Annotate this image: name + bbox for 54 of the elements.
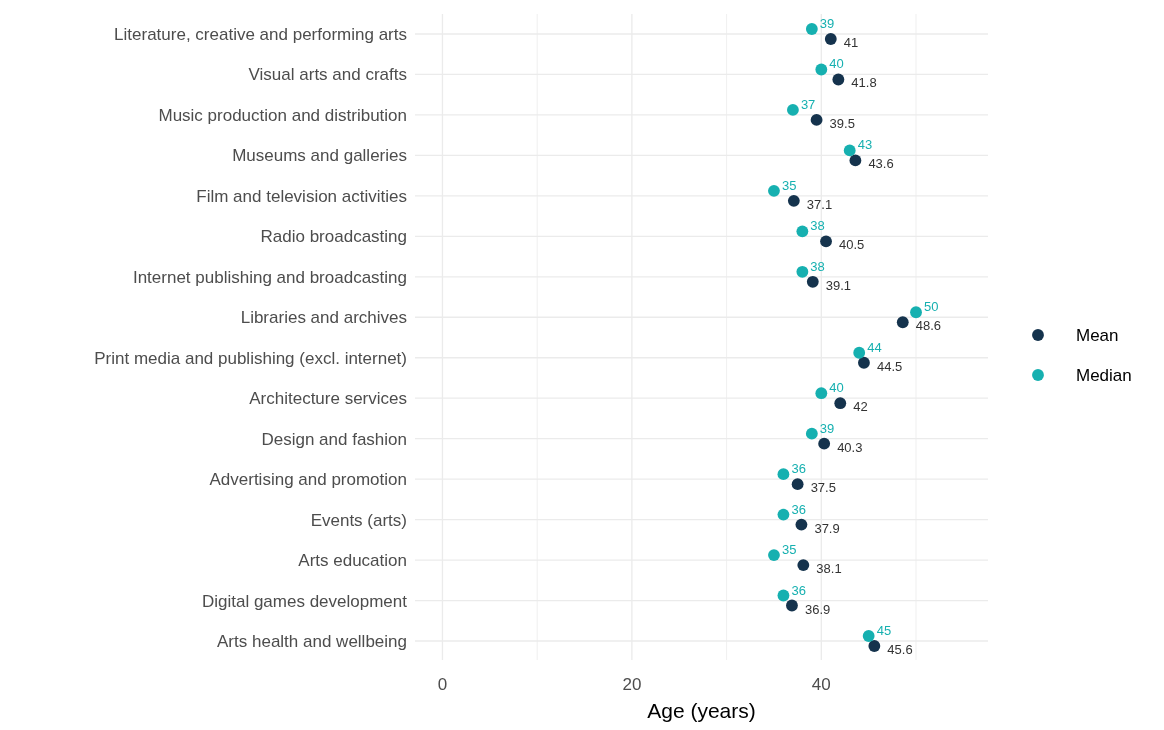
y-tick-label: Literature, creative and performing arts bbox=[114, 25, 407, 44]
data-label: 45 bbox=[876, 623, 892, 638]
data-label: 42 bbox=[853, 399, 868, 415]
y-tick-label: Visual arts and crafts bbox=[248, 65, 407, 85]
y-tick-label: Architecture services bbox=[249, 389, 407, 409]
data-label: 38 bbox=[810, 218, 825, 234]
data-label: 37.1 bbox=[806, 196, 833, 212]
y-tick-label: Events (arts) bbox=[310, 510, 407, 530]
y-tick-label: Museums and galleries bbox=[232, 146, 407, 166]
data-label: 36 bbox=[791, 501, 806, 517]
data-label: 44 bbox=[867, 339, 882, 355]
data-label: 38 bbox=[810, 258, 825, 274]
y-tick-label: Libraries and archives bbox=[240, 308, 407, 328]
data-label: 40 bbox=[829, 380, 844, 396]
y-tick-label: Radio broadcasting bbox=[260, 227, 407, 247]
x-tick-label: 20 bbox=[622, 675, 642, 694]
data-label: 37 bbox=[800, 96, 816, 112]
x-tick-label: 0 bbox=[437, 675, 448, 694]
data-label: 43.6 bbox=[868, 156, 894, 172]
data-label: 39 bbox=[819, 16, 835, 31]
y-tick-label: Print media and publishing (excl. internet) bbox=[94, 348, 407, 368]
legend-label: Mean bbox=[1076, 326, 1119, 345]
data-label: 37.9 bbox=[814, 520, 840, 536]
y-tick-label: Film and television activities bbox=[196, 186, 407, 206]
data-label: 36 bbox=[791, 461, 806, 477]
x-axis-title: Age (years) bbox=[647, 699, 756, 722]
y-tick-label: Arts health and wellbeing bbox=[217, 632, 407, 651]
y-tick-label: Design and fashion bbox=[261, 429, 407, 449]
data-label: 35 bbox=[781, 542, 797, 558]
data-label: 44.5 bbox=[876, 358, 903, 374]
data-label: 37.5 bbox=[810, 480, 836, 496]
data-label: 35 bbox=[781, 177, 797, 193]
x-tick-label: 40 bbox=[811, 675, 831, 694]
data-label: 48.6 bbox=[915, 318, 942, 334]
data-label: 36.9 bbox=[804, 601, 831, 617]
data-label: 40.5 bbox=[839, 237, 865, 253]
data-label: 50 bbox=[924, 299, 939, 315]
data-label: 40.3 bbox=[837, 439, 863, 455]
data-label: 39 bbox=[819, 420, 835, 436]
data-label: 41.8 bbox=[851, 75, 877, 91]
data-label: 36 bbox=[791, 582, 806, 598]
legend-label: Median bbox=[1076, 366, 1132, 385]
data-label: 45.6 bbox=[887, 642, 913, 657]
data-label: 40 bbox=[829, 56, 844, 72]
data-label: 38.1 bbox=[816, 561, 842, 577]
y-tick-label: Music production and distribution bbox=[158, 105, 407, 125]
y-tick-label: Advertising and promotion bbox=[209, 470, 407, 490]
y-tick-label: Digital games development bbox=[201, 591, 408, 611]
y-tick-label: Internet publishing and broadcasting bbox=[132, 267, 407, 287]
data-label: 39.1 bbox=[825, 277, 852, 293]
data-label: 41 bbox=[843, 35, 859, 50]
data-label: 39.5 bbox=[829, 115, 855, 131]
data-label: 43 bbox=[857, 137, 873, 153]
y-tick-label: Arts education bbox=[298, 551, 407, 571]
